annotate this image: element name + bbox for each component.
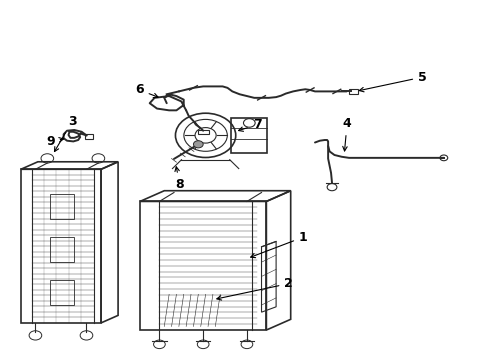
Text: 3: 3 xyxy=(54,114,77,152)
Text: 8: 8 xyxy=(175,167,183,191)
Bar xyxy=(348,89,357,94)
Text: 9: 9 xyxy=(46,135,63,148)
Text: 7: 7 xyxy=(238,118,261,131)
Text: 6: 6 xyxy=(135,84,158,98)
Text: 5: 5 xyxy=(359,71,426,92)
Text: 2: 2 xyxy=(216,277,292,300)
Bar xyxy=(198,130,208,134)
Bar xyxy=(50,194,74,219)
Bar xyxy=(50,280,74,305)
Text: 4: 4 xyxy=(342,117,351,151)
Text: 1: 1 xyxy=(250,231,307,258)
Circle shape xyxy=(193,141,203,148)
Bar xyxy=(85,134,93,139)
Bar xyxy=(231,118,267,153)
Bar xyxy=(50,237,74,262)
